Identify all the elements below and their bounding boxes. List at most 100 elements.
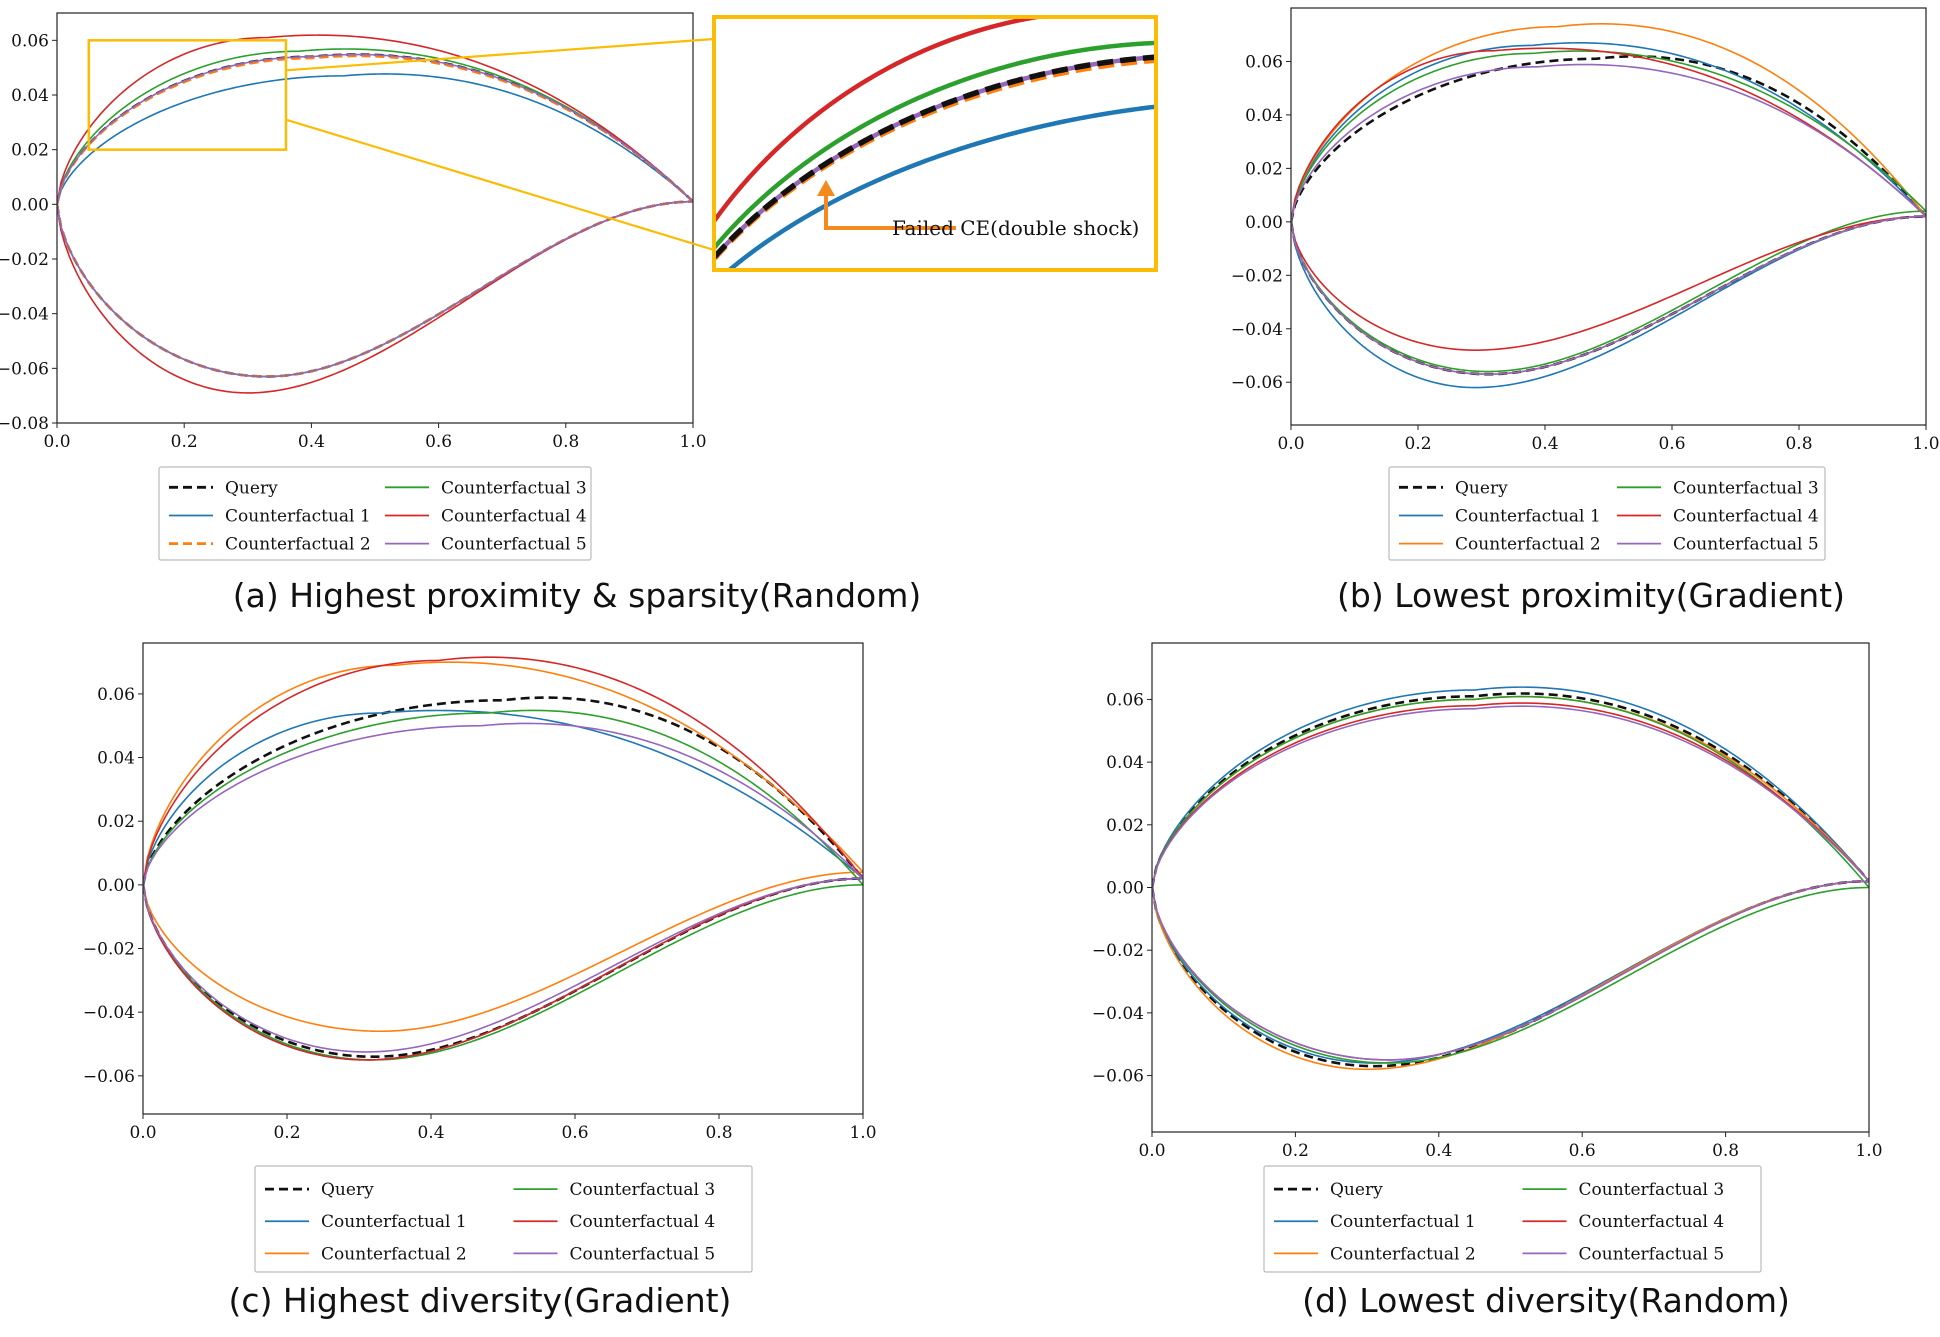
y-tick-label: −0.02 (1092, 941, 1144, 961)
y-tick-label: 0.00 (11, 195, 49, 215)
series-counterfactual-2-upper (1152, 695, 1869, 888)
legend-label: Counterfactual 3 (441, 478, 587, 498)
legend-label: Counterfactual 1 (1455, 506, 1601, 526)
series-counterfactual-4-upper (1152, 702, 1869, 888)
series-counterfactual-5-upper (1152, 705, 1869, 888)
legend-label: Counterfactual 1 (321, 1212, 467, 1232)
legend-label: Counterfactual 2 (1455, 535, 1601, 555)
legend-label: Counterfactual 4 (1579, 1212, 1725, 1232)
series-group (1291, 23, 1926, 389)
series-counterfactual-2-upper (143, 661, 863, 885)
plot-frame (56, 12, 694, 424)
series-counterfactual-4-upper (1291, 47, 1926, 222)
panel-caption: (b) Lowest proximity(Gradient) (1337, 576, 1845, 615)
y-tick-label: −0.02 (1231, 266, 1283, 286)
panel-caption: (d) Lowest diversity(Random) (1302, 1281, 1790, 1320)
series-counterfactual-1-upper (1291, 42, 1926, 222)
x-tick-label: 0.2 (171, 432, 198, 452)
series-counterfactual-4-upper (143, 656, 863, 885)
series-query-lower (1291, 215, 1926, 376)
legend-label: Counterfactual 1 (1330, 1212, 1476, 1232)
x-tick-label: 0.8 (552, 432, 579, 452)
series-group (1152, 686, 1869, 1071)
y-tick-label: 0.04 (11, 86, 49, 106)
series-counterfactual-1-upper (143, 709, 863, 886)
x-tick-label: 0.0 (1277, 434, 1304, 454)
series-counterfactual-1-upper (1152, 686, 1869, 888)
y-tick-label: 0.00 (97, 876, 135, 896)
zoom-inset: Failed CE(double shock) (87, 15, 1158, 272)
panel-c: 0.0 0.2 0.4 0.6 0.8 1.0 0.06 0.04 0.02 0.00 −0.02 −… (83, 642, 877, 1320)
legend: Query Counterfactual 1 Counterfactual 2 Cou… (1263, 1165, 1762, 1273)
series-query-upper (57, 53, 693, 205)
inset-series-query (714, 54, 1156, 262)
x-tick-label: 0.2 (273, 1123, 300, 1143)
series-counterfactual-3-upper (1291, 50, 1926, 223)
series-counterfactual-3-lower (1152, 886, 1869, 1064)
x-tick-label: 0.2 (1404, 434, 1431, 454)
legend-label: Counterfactual 3 (1579, 1180, 1725, 1200)
y-tick-label: 0.00 (1245, 213, 1283, 233)
legend-label: Query (1455, 478, 1508, 498)
legend-label: Counterfactual 2 (1330, 1244, 1476, 1264)
series-query-lower (1152, 879, 1869, 1068)
panel-caption: (c) Highest diversity(Gradient) (229, 1281, 732, 1320)
legend-label: Query (321, 1180, 374, 1200)
legend-label: Counterfactual 3 (1673, 478, 1819, 498)
y-tick-label: 0.04 (97, 749, 135, 769)
inset-series-counterfactual-1 (725, 104, 1156, 270)
series-counterfactual-3-upper (143, 709, 863, 886)
inset-series-counterfactual-4 (714, 17, 1053, 226)
x-tick-label: 0.6 (1658, 434, 1685, 454)
x-tick-label: 0.8 (1785, 434, 1812, 454)
annotation-arrowhead (817, 180, 835, 196)
x-tick-label: 0.4 (1425, 1141, 1452, 1161)
panel-caption: (a) Highest proximity & sparsity(Random) (233, 576, 922, 615)
legend-label: Counterfactual 5 (441, 535, 587, 555)
x-tick-label: 1.0 (1912, 434, 1939, 454)
y-tick-label: −0.04 (83, 1003, 135, 1023)
y-tick-label: 0.02 (11, 141, 49, 161)
legend-label: Counterfactual 1 (225, 506, 371, 526)
y-tick-label: −0.06 (83, 1067, 135, 1087)
zoom-connector (285, 118, 715, 252)
zoom-connector (285, 37, 715, 72)
series-query-upper (1152, 692, 1869, 888)
legend-label: Query (225, 478, 278, 498)
x-tick-label: 1.0 (1855, 1141, 1882, 1161)
series-counterfactual-5-lower (1152, 880, 1869, 1061)
x-tick-label: 0.4 (417, 1123, 444, 1143)
y-tick-label: 0.06 (1106, 690, 1144, 710)
series-group (143, 656, 863, 1061)
series-counterfactual-3-upper (1152, 695, 1869, 889)
y-tick-label: −0.04 (1092, 1004, 1144, 1024)
series-counterfactual-3-lower (143, 884, 863, 1061)
legend-label: Query (1330, 1180, 1383, 1200)
series-counterfactual-2-lower (57, 200, 693, 378)
y-tick-label: 0.02 (1245, 159, 1283, 179)
series-counterfactual-1-lower (143, 877, 863, 1061)
x-tick-label: 0.6 (1569, 1141, 1596, 1161)
series-counterfactual-1-upper (57, 73, 693, 205)
series-counterfactual-2-lower (143, 871, 863, 1033)
series-counterfactual-4-lower (143, 877, 863, 1061)
series-counterfactual-4-lower (1291, 215, 1926, 351)
series-query-lower (143, 877, 863, 1059)
x-tick-label: 0.0 (1138, 1141, 1165, 1161)
y-tick-label: 0.00 (1106, 879, 1144, 899)
series-counterfactual-5-lower (57, 200, 693, 378)
x-tick-label: 0.4 (1531, 434, 1558, 454)
zoom-region (87, 39, 288, 151)
series-query-lower (57, 200, 693, 378)
legend: Query Counterfactual 1 Counterfactual 2 Cou… (254, 1165, 753, 1273)
inset-frame (712, 15, 1158, 272)
x-tick-label: 0.2 (1282, 1141, 1309, 1161)
y-tick-label: −0.08 (0, 414, 49, 434)
x-tick-label: 1.0 (849, 1123, 876, 1143)
y-tick-label: 0.02 (97, 812, 135, 832)
inset-series-counterfactual-3 (714, 40, 1156, 252)
y-tick-label: −0.06 (0, 359, 49, 379)
y-tick-label: 0.02 (1106, 816, 1144, 836)
plot-frame (1290, 7, 1927, 426)
